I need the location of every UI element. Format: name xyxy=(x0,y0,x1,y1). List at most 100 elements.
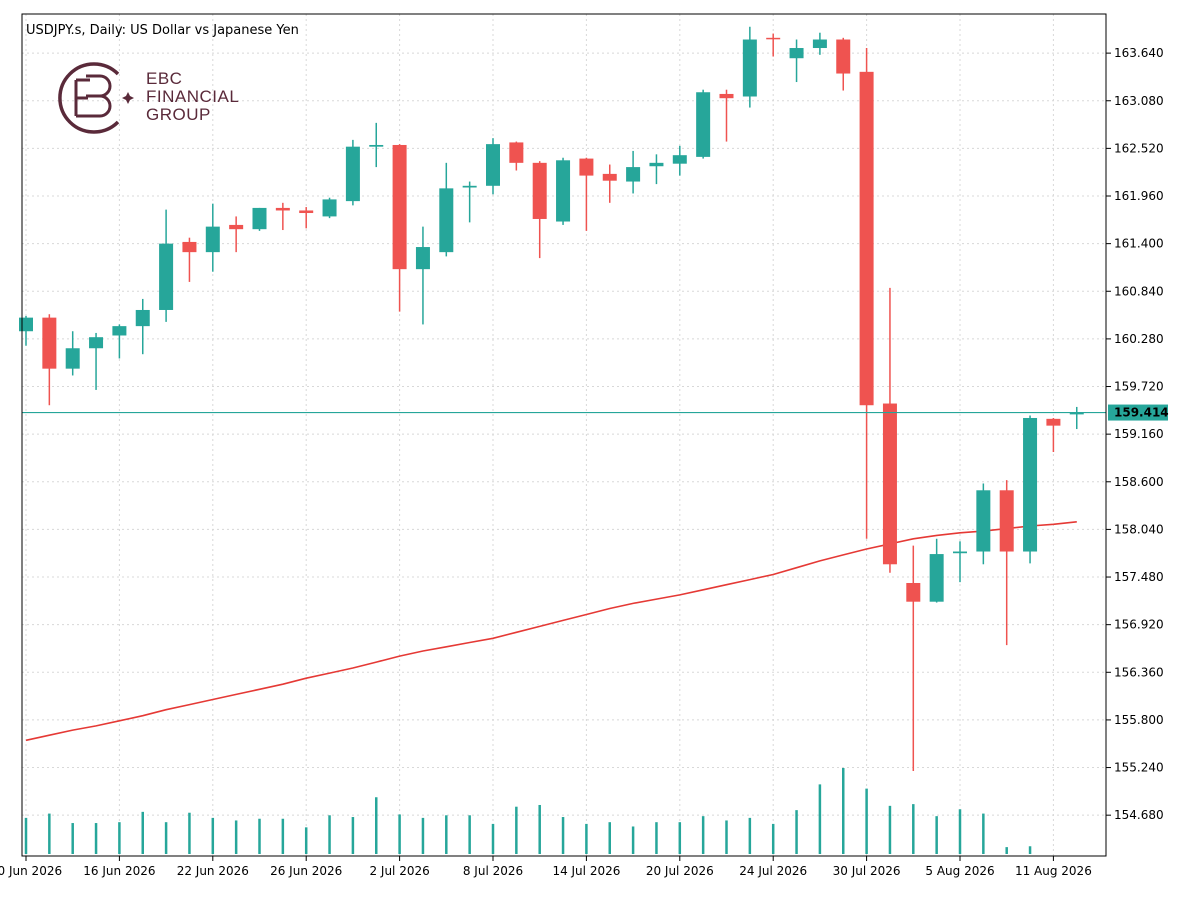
candle-body xyxy=(205,226,220,253)
candle xyxy=(299,207,314,229)
x-tick-label: 10 Jun 2026 xyxy=(0,864,62,878)
candle xyxy=(462,181,477,223)
x-tick-label: 2 Jul 2026 xyxy=(369,864,429,878)
y-tick-label: 156.920 xyxy=(1114,618,1164,632)
candle-body xyxy=(836,39,851,74)
candle-body xyxy=(766,37,781,40)
candle xyxy=(322,197,337,219)
plot-frame xyxy=(21,13,1107,857)
candle-body xyxy=(462,185,477,188)
candle xyxy=(415,226,430,325)
candle-body xyxy=(112,326,127,336)
y-axis-ticks: 163.640 163.080 162.520 161.960 161.400 160.8… xyxy=(1106,46,1164,822)
current-price-badge xyxy=(1108,404,1168,421)
candle xyxy=(135,298,150,355)
candle xyxy=(65,331,80,376)
volume-bars xyxy=(24,768,1032,854)
candle-body xyxy=(415,247,430,270)
candle xyxy=(672,145,687,176)
x-tick-label: 24 Jul 2026 xyxy=(739,864,807,878)
x-tick-label: 30 Jul 2026 xyxy=(833,864,901,878)
candle-body xyxy=(579,158,594,176)
candle xyxy=(836,37,851,91)
candle xyxy=(906,545,921,771)
candle xyxy=(229,216,244,253)
candle-body xyxy=(882,403,897,565)
candle-body xyxy=(252,207,267,230)
candle xyxy=(812,32,827,55)
candle-body xyxy=(1023,417,1038,552)
candle-body xyxy=(742,39,757,97)
x-tick-label: 16 Jun 2026 xyxy=(83,864,155,878)
y-tick-label: 161.400 xyxy=(1114,237,1164,251)
candle-body xyxy=(89,337,104,349)
moving-average xyxy=(25,521,1077,742)
candle xyxy=(252,207,267,231)
candle-body xyxy=(229,224,244,230)
candle-body xyxy=(1069,412,1084,415)
current-price-label: 159.414 xyxy=(1108,404,1169,421)
candle-body xyxy=(789,48,804,59)
x-tick-label: 26 Jun 2026 xyxy=(270,864,342,878)
candle-body xyxy=(532,162,547,219)
candle-body xyxy=(42,317,57,369)
candle xyxy=(19,315,33,346)
ebc-emblem-icon xyxy=(58,62,134,134)
candle xyxy=(42,314,57,406)
x-tick-label: 14 Jul 2026 xyxy=(552,864,620,878)
y-tick-label: 163.080 xyxy=(1114,94,1164,108)
candle xyxy=(345,139,360,206)
candle-body xyxy=(135,309,150,327)
y-tick-label: 155.800 xyxy=(1114,713,1164,727)
candle xyxy=(742,26,757,108)
y-tick-label: 155.240 xyxy=(1114,761,1164,775)
candle-body xyxy=(999,490,1014,552)
axes xyxy=(21,13,1107,857)
candle xyxy=(626,150,641,194)
candle xyxy=(509,141,524,171)
y-tick-label: 160.280 xyxy=(1114,332,1164,346)
candle xyxy=(696,89,711,159)
candle xyxy=(766,33,781,57)
x-tick-label: 5 Aug 2026 xyxy=(925,864,994,878)
candle-body xyxy=(719,93,734,99)
candle xyxy=(602,164,617,203)
candle-body xyxy=(369,144,384,147)
candle xyxy=(719,89,734,142)
ebc-logo: EBC FINANCIAL GROUP xyxy=(58,62,239,134)
candle xyxy=(579,157,594,231)
candle xyxy=(1069,406,1084,430)
candle-body xyxy=(696,92,711,157)
candle xyxy=(369,122,384,168)
y-tick-label: 158.600 xyxy=(1114,475,1164,489)
candle-body xyxy=(626,167,641,182)
y-tick-label: 157.480 xyxy=(1114,570,1164,584)
y-tick-label: 163.640 xyxy=(1114,46,1164,60)
candle-body xyxy=(439,188,454,253)
grid xyxy=(22,14,1106,856)
logo-line-1: EBC xyxy=(146,69,182,88)
candle-body xyxy=(906,582,921,602)
candle xyxy=(439,162,454,257)
x-tick-label: 8 Jul 2026 xyxy=(463,864,523,878)
candle xyxy=(392,144,407,312)
y-tick-label: 154.680 xyxy=(1114,808,1164,822)
y-tick-label: 161.960 xyxy=(1114,189,1164,203)
candle-body xyxy=(859,71,874,406)
x-axis-ticks: 10 Jun 2026 16 Jun 2026 22 Jun 2026 26 Jun … xyxy=(0,856,1092,878)
candle xyxy=(649,154,664,185)
current-price-value: 159.414 xyxy=(1114,406,1169,420)
y-tick-label: 160.840 xyxy=(1114,284,1164,298)
candle-body xyxy=(509,142,524,163)
x-tick-label: 11 Aug 2026 xyxy=(1015,864,1092,878)
candle-body xyxy=(953,551,967,554)
logo-line-2: FINANCIAL xyxy=(146,87,239,106)
candle xyxy=(532,161,547,259)
candle xyxy=(929,538,944,603)
y-tick-label: 156.360 xyxy=(1114,665,1164,679)
candle-body xyxy=(976,490,991,552)
candle xyxy=(182,237,197,282)
candle xyxy=(275,202,290,231)
